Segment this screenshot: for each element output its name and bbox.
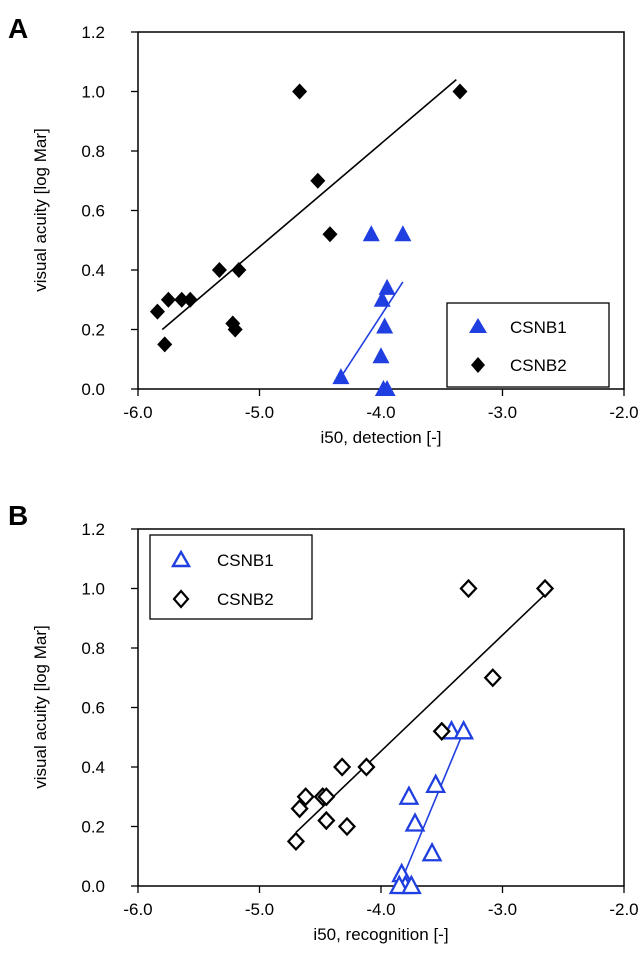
point-csnb2-b xyxy=(296,787,315,807)
y-tick-label-b: 0.8 xyxy=(81,639,105,658)
point-csnb1-b xyxy=(453,719,475,740)
point-csnb2-a xyxy=(211,262,227,278)
x-tick-label-a: -4.0 xyxy=(366,403,395,422)
point-csnb1-b xyxy=(400,874,422,895)
y-tick-label-a: 0.6 xyxy=(81,202,105,221)
x-tick-label-b: -2.0 xyxy=(609,900,638,919)
point-csnb2-a xyxy=(227,321,243,338)
legend-label-csnb1-b: CSNB1 xyxy=(217,551,274,570)
x-tick-label-a: -2.0 xyxy=(609,403,638,422)
y-tick-label-a: 0.0 xyxy=(81,380,105,399)
point-csnb1-b xyxy=(398,785,420,805)
point-csnb2-a xyxy=(322,226,338,243)
point-csnb2-a xyxy=(160,291,176,308)
y-tick-label-b: 1.0 xyxy=(81,580,105,599)
point-csnb2-a xyxy=(231,262,247,278)
panel-a: A -6.0 -5.0 -4.0 -3.0 -2.0 0.0 0.2 0.4 0.6 0.8 1.0… xyxy=(8,13,639,447)
point-csnb2-b xyxy=(357,757,376,777)
y-tick-label-a: 0.4 xyxy=(81,261,105,280)
point-csnb1-b xyxy=(404,812,426,832)
x-tick-label-b: -5.0 xyxy=(245,900,274,919)
point-csnb2-a xyxy=(182,291,198,308)
y-axis-label-b: visual acuity [log Mar] xyxy=(31,625,50,788)
point-csnb1-a xyxy=(378,380,396,396)
y-tick-label-a: 1.0 xyxy=(81,83,105,102)
point-csnb1-a xyxy=(362,225,380,242)
x-tick-label-b: -4.0 xyxy=(366,900,395,919)
x-tick-label-b: -3.0 xyxy=(488,900,517,919)
legend-label-csnb2-a: CSNB2 xyxy=(510,356,567,375)
point-csnb2-a xyxy=(452,83,468,100)
point-csnb1-a xyxy=(394,225,412,242)
legend-symbol-csnb1-a xyxy=(469,318,487,333)
point-csnb2-a xyxy=(157,336,173,353)
point-csnb2-a xyxy=(149,303,165,320)
x-tick-label-a: -3.0 xyxy=(488,403,517,422)
point-csnb2-b xyxy=(290,798,309,819)
point-csnb1-a xyxy=(372,347,390,364)
legend-a: CSNB1 CSNB2 xyxy=(446,302,610,388)
legend-symbol-csnb2-a xyxy=(471,357,485,373)
point-csnb2-b xyxy=(535,578,555,599)
y-tick-label-b: 0.6 xyxy=(81,699,105,718)
y-tick-label-b: 0.0 xyxy=(81,877,105,896)
fit-line-csnb2-b xyxy=(295,593,546,834)
point-csnb2-b xyxy=(317,810,336,831)
y-axis-label-a: visual acuity [log Mar] xyxy=(31,128,50,291)
panel-letter-a: A xyxy=(8,13,28,44)
legend-symbol-csnb2-b xyxy=(172,589,190,609)
point-csnb2-b xyxy=(459,578,478,599)
x-axis-label-b: i50, recognition [-] xyxy=(313,925,448,944)
point-csnb1-a xyxy=(378,278,396,295)
fit-line-csnb1-b xyxy=(398,730,465,887)
point-csnb1-a xyxy=(373,290,391,307)
point-csnb2-b xyxy=(337,816,357,837)
legend-box-a xyxy=(446,302,610,388)
legend-label-csnb2-b: CSNB2 xyxy=(217,590,274,609)
point-csnb2-b xyxy=(317,787,336,807)
point-csnb1-b xyxy=(421,841,443,862)
legend-label-csnb1-a: CSNB1 xyxy=(510,318,567,337)
point-csnb2-b xyxy=(483,668,502,688)
point-csnb1-b xyxy=(388,874,410,895)
y-tick-label-a: 0.8 xyxy=(81,142,105,161)
legend-box-b xyxy=(149,534,313,620)
point-csnb1-a xyxy=(376,317,394,334)
x-tick-label-a: -5.0 xyxy=(245,403,274,422)
x-tick-label-b: -6.0 xyxy=(123,900,152,919)
panel-b: B -6.0 -5.0 -4.0 -3.0 -2.0 0.0 0.2 0.4 0.6 0.8 1.0… xyxy=(8,500,639,944)
fit-line-csnb1-a xyxy=(340,281,404,378)
point-csnb2-b xyxy=(333,757,352,777)
point-csnb2-a xyxy=(174,291,190,308)
point-csnb2-b xyxy=(286,831,306,852)
point-csnb2-a xyxy=(310,172,326,189)
point-csnb2-a xyxy=(292,83,308,100)
x-tick-label-a: -6.0 xyxy=(123,403,152,422)
panel-letter-b: B xyxy=(8,500,28,531)
point-csnb1-b xyxy=(425,773,447,793)
y-tick-label-a: 0.2 xyxy=(81,321,105,340)
x-axis-label-a: i50, detection [-] xyxy=(321,428,442,447)
legend-symbol-csnb1-b xyxy=(170,549,192,568)
point-csnb1-a xyxy=(332,368,350,385)
fit-line-csnb2-a xyxy=(161,78,457,331)
y-tick-label-b: 0.4 xyxy=(81,758,105,777)
y-tick-label-a: 1.2 xyxy=(81,23,105,42)
legend-b: CSNB1 CSNB2 xyxy=(149,534,313,620)
y-tick-label-b: 0.2 xyxy=(81,818,105,837)
y-tick-label-b: 1.2 xyxy=(81,520,105,539)
point-csnb2-b xyxy=(432,721,451,741)
